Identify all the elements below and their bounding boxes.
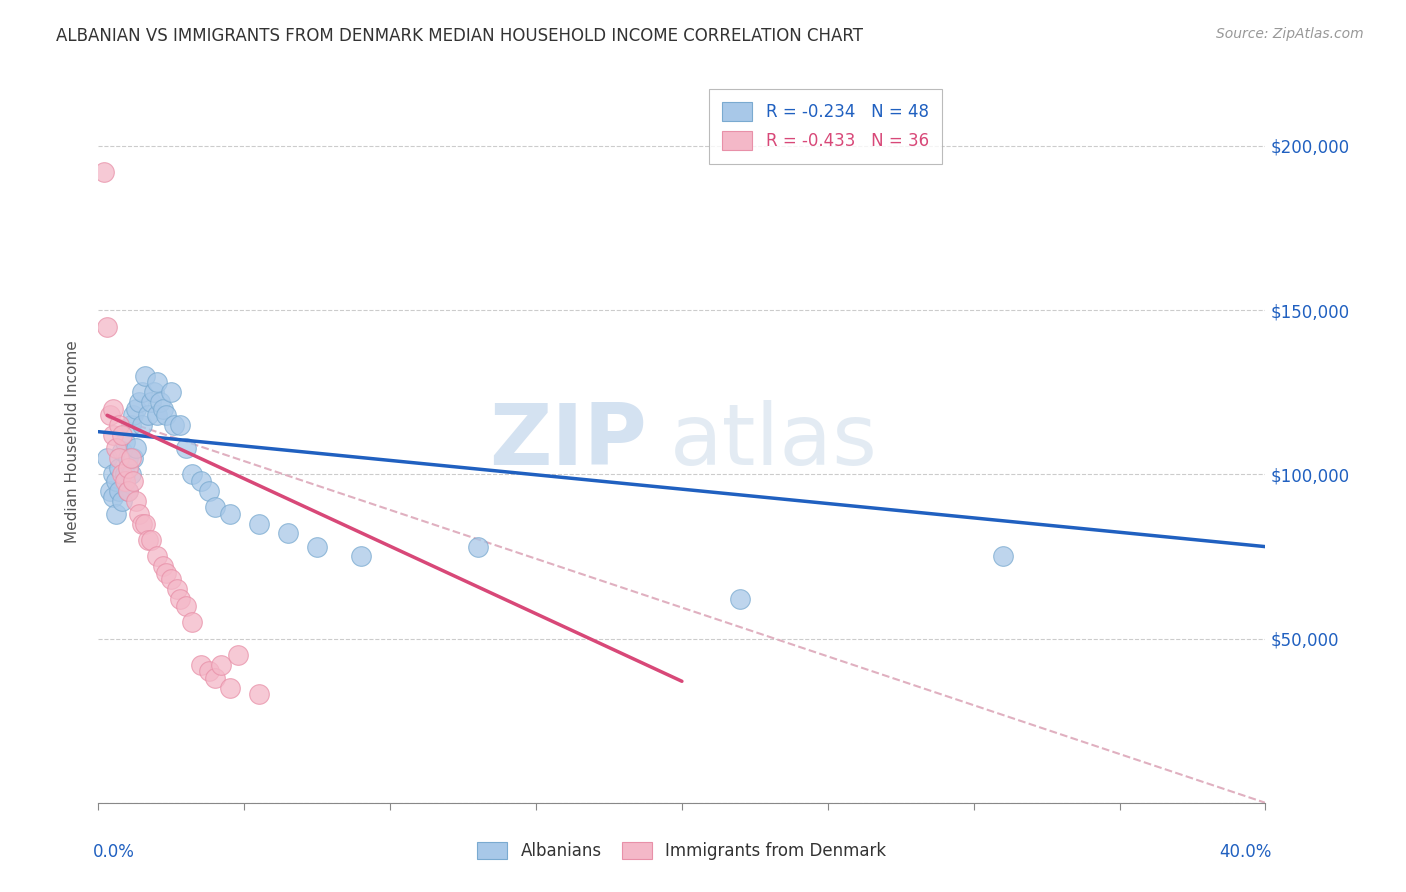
Point	[991, 549, 1014, 564]
Point	[155, 409, 177, 423]
Point	[136, 533, 159, 547]
Point	[204, 671, 226, 685]
Point	[117, 483, 139, 498]
Point	[218, 681, 240, 695]
Point	[155, 566, 177, 580]
Point	[98, 483, 121, 498]
Point	[152, 401, 174, 416]
Point	[101, 491, 124, 505]
Point	[139, 533, 162, 547]
Point	[136, 409, 159, 423]
Point	[146, 376, 169, 390]
Point	[98, 409, 121, 423]
Point	[108, 418, 131, 433]
Point	[134, 516, 156, 531]
Point	[166, 582, 188, 597]
Point	[125, 493, 148, 508]
Point	[139, 395, 162, 409]
Legend: Albanians, Immigrants from Denmark: Albanians, Immigrants from Denmark	[471, 835, 893, 867]
Point	[111, 467, 134, 482]
Point	[128, 507, 150, 521]
Point	[101, 428, 124, 442]
Point	[108, 450, 131, 465]
Text: ZIP: ZIP	[489, 400, 647, 483]
Point	[117, 460, 139, 475]
Point	[111, 428, 134, 442]
Point	[228, 648, 250, 662]
Point	[180, 615, 202, 630]
Point	[122, 409, 145, 423]
Point	[146, 549, 169, 564]
Point	[96, 319, 118, 334]
Point	[169, 418, 191, 433]
Text: atlas: atlas	[671, 400, 879, 483]
Point	[122, 450, 145, 465]
Point	[350, 549, 373, 564]
Point	[93, 165, 115, 179]
Point	[101, 467, 124, 482]
Point	[96, 450, 118, 465]
Point	[125, 441, 148, 455]
Point	[163, 418, 186, 433]
Point	[114, 467, 136, 482]
Text: 40.0%: 40.0%	[1219, 843, 1271, 861]
Point	[142, 385, 165, 400]
Point	[190, 657, 212, 672]
Point	[101, 401, 124, 416]
Point	[120, 418, 142, 433]
Point	[198, 665, 221, 679]
Point	[104, 507, 127, 521]
Point	[169, 592, 191, 607]
Point	[149, 395, 172, 409]
Point	[204, 500, 226, 515]
Point	[122, 474, 145, 488]
Point	[111, 444, 134, 458]
Point	[131, 516, 153, 531]
Point	[307, 540, 329, 554]
Point	[160, 573, 183, 587]
Text: 0.0%: 0.0%	[93, 843, 135, 861]
Point	[730, 592, 752, 607]
Point	[108, 483, 131, 498]
Point	[247, 687, 270, 701]
Point	[146, 409, 169, 423]
Point	[277, 526, 299, 541]
Point	[131, 385, 153, 400]
Text: ALBANIAN VS IMMIGRANTS FROM DENMARK MEDIAN HOUSEHOLD INCOME CORRELATION CHART: ALBANIAN VS IMMIGRANTS FROM DENMARK MEDI…	[56, 27, 863, 45]
Point	[160, 385, 183, 400]
Point	[152, 559, 174, 574]
Point	[180, 467, 202, 482]
Point	[467, 540, 489, 554]
Point	[125, 401, 148, 416]
Point	[209, 657, 232, 672]
Point	[104, 474, 127, 488]
Point	[120, 450, 142, 465]
Point	[117, 450, 139, 465]
Point	[104, 441, 127, 455]
Point	[120, 467, 142, 482]
Point	[114, 434, 136, 449]
Point	[247, 516, 270, 531]
Y-axis label: Median Household Income: Median Household Income	[65, 340, 80, 543]
Point	[174, 599, 197, 613]
Point	[114, 474, 136, 488]
Point	[134, 368, 156, 383]
Point	[174, 441, 197, 455]
Point	[198, 483, 221, 498]
Point	[111, 493, 134, 508]
Point	[128, 395, 150, 409]
Point	[108, 460, 131, 475]
Text: Source: ZipAtlas.com: Source: ZipAtlas.com	[1216, 27, 1364, 41]
Point	[190, 474, 212, 488]
Point	[117, 483, 139, 498]
Point	[218, 507, 240, 521]
Point	[131, 418, 153, 433]
